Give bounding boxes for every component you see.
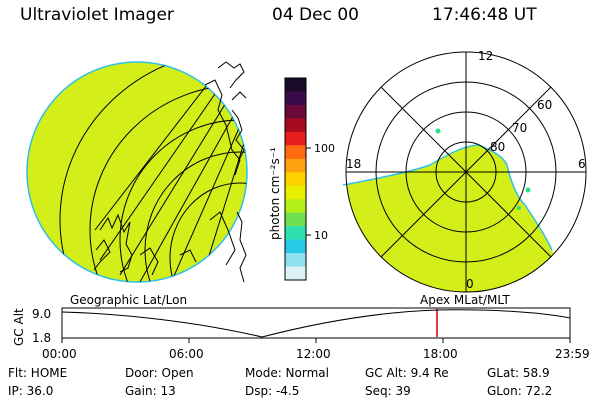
colorbar-band [285,91,306,106]
outer-map-lines [217,61,247,283]
globe-disk [26,61,248,283]
colorbar-band [285,78,306,92]
polar-grid [345,51,587,293]
colorbar-band [285,158,306,173]
colorbar-band [285,226,306,241]
lat-label-80: 80 [490,140,505,154]
colorbar-band [285,253,306,268]
colorbar: 100 10 photon cm⁻²s⁻¹ [268,77,335,281]
colorbar-band [285,118,306,133]
lat-label-70: 70 [512,121,527,135]
mode-label: Mode: Normal [245,366,329,380]
coastlines [93,79,241,276]
colorbar-band [285,172,306,187]
altitude-curve [61,309,571,338]
dsp-label: Dsp: -4.5 [245,384,299,398]
colorbar-band [285,145,306,160]
colorbar-band [285,212,306,227]
glon-label: GLon: 72.2 [487,384,552,398]
mlt-label-12: 12 [478,49,493,63]
altitude-ylabel: GC Alt [12,308,26,346]
gain-label: Gain: 13 [125,384,176,398]
lat-label-60: 60 [537,98,552,112]
mlt-label-0: 0 [466,277,474,291]
gc-alt-label: GC Alt: 9.4 Re [365,366,449,380]
mlt-label-6: 6 [578,157,586,171]
date-label: 04 Dec 00 [272,5,359,25]
aurora-fill [346,145,586,292]
altitude-plot: Geographic Lat/Lon Apex MLat/MLT GC Alt … [12,293,590,361]
left-panel-title: Geographic Lat/Lon [70,293,187,307]
colorbar-tick-100: 100 [314,142,335,155]
aurora-blob [525,187,531,193]
seq-label: Seq: 39 [365,384,411,398]
ip-label: IP: 36.0 [8,384,53,398]
right-panel-title: Apex MLat/MLT [420,293,510,307]
geographic-globe [26,61,248,283]
aurora-boundary [342,144,553,251]
time-label: 17:46:48 UT [432,5,537,25]
colorbar-label: photon cm⁻²s⁻¹ [268,147,282,240]
xtick-0600: 06:00 [169,347,204,361]
colorbar-band [285,185,306,200]
ytick-1-8: 1.8 [32,331,51,345]
aurora-blob [517,206,521,210]
polar-plot: 12 18 6 0 60 70 80 [342,49,587,293]
app-title: Ultraviolet Imager [20,5,174,25]
xtick-2359: 23:59 [555,347,590,361]
colorbar-tick-10: 10 [314,229,328,242]
status-info: Flt: HOME IP: 36.0 Door: Open Gain: 13 M… [8,366,552,398]
colorbar-band [285,199,306,214]
aurora-blob [435,128,441,134]
flight-label: Flt: HOME [8,366,67,380]
ytick-9: 9.0 [32,307,51,321]
colorbar-band [285,104,306,119]
mlt-label-18: 18 [346,157,361,171]
colorbar-band [285,266,306,281]
xtick-1800: 18:00 [423,347,458,361]
xtick-1200: 12:00 [296,347,331,361]
colorbar-band [285,239,306,254]
door-label: Door: Open [125,366,194,380]
xtick-0000: 00:00 [42,347,77,361]
glat-label: GLat: 58.9 [487,366,550,380]
colorbar-band [285,131,306,146]
